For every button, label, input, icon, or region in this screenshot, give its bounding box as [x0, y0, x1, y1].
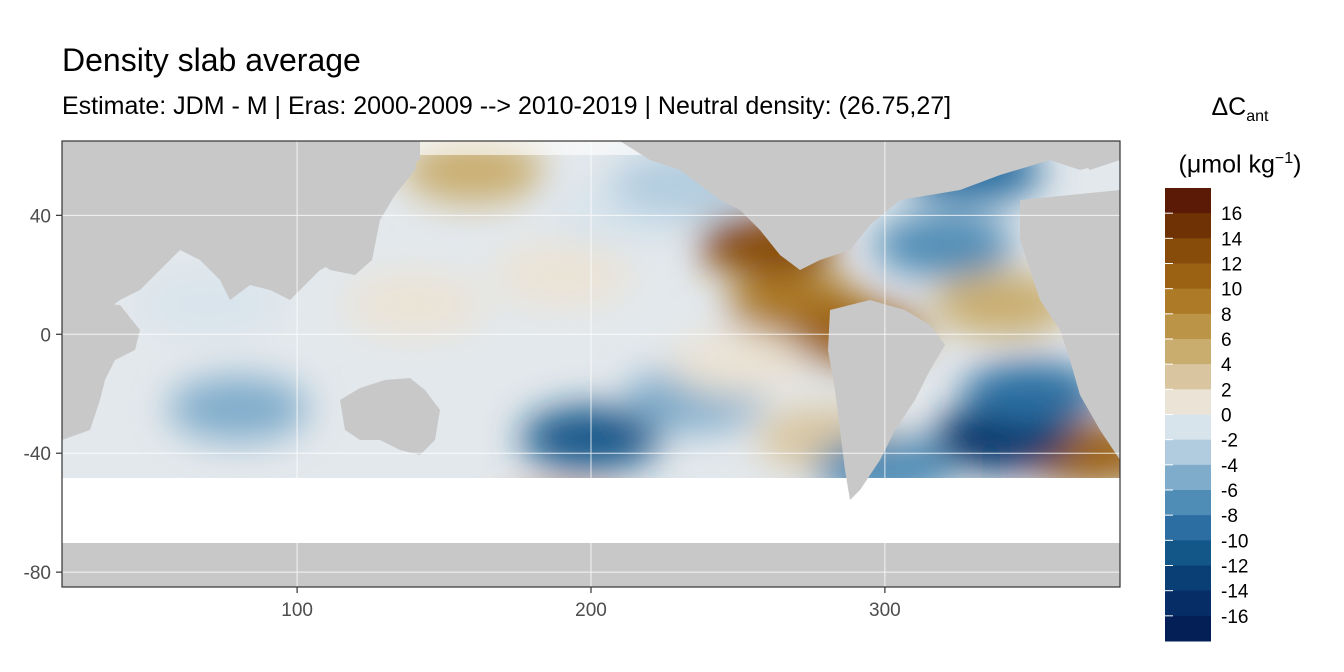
land-layer: [62, 141, 1120, 587]
y-tick-label: -80: [24, 563, 51, 584]
colorbar-bin: [1165, 389, 1211, 415]
colorbar-bin: [1165, 540, 1211, 566]
y-tick-label: 40: [30, 206, 51, 227]
colorbar-bin: [1165, 590, 1211, 617]
land-africa-east: [1020, 190, 1120, 460]
colorbar-bin: [1165, 188, 1211, 214]
colorbar-label: 10: [1221, 280, 1242, 301]
map-subtitle: Estimate: JDM - M | Eras: 2000-2009 --> …: [62, 92, 952, 120]
y-tick-label: 0: [40, 325, 51, 346]
colorbar-bin: [1165, 615, 1211, 642]
field-patch: [961, 361, 1102, 426]
colorbar-label: -8: [1221, 506, 1238, 527]
land-north-america: [620, 141, 1120, 270]
colorbar-label: 0: [1221, 406, 1232, 427]
colorbar-bin: [1165, 263, 1211, 290]
field-patch: [491, 242, 632, 307]
colorbar-label: 12: [1221, 255, 1242, 276]
colorbar-bin: [1165, 213, 1211, 239]
colorbar-bin: [1165, 565, 1211, 592]
legend-unit: (μmol kg−1): [1178, 150, 1302, 179]
map-title: Density slab average: [62, 42, 361, 78]
y-axis: 40 0 -40 -80: [24, 206, 62, 584]
land-africa: [62, 300, 140, 440]
land-asia-east: [250, 141, 420, 275]
x-tick-label: 300: [869, 600, 901, 621]
colorbar-bin: [1165, 414, 1211, 441]
colorbar-label: -12: [1221, 557, 1248, 578]
field-patch: [873, 213, 1014, 278]
field-patch: [667, 332, 808, 396]
land-south-america: [828, 300, 945, 500]
colorbar-label: -6: [1221, 481, 1238, 502]
colorbar-bin: [1165, 439, 1211, 466]
colorbar-label: 16: [1221, 204, 1242, 225]
field-patch: [344, 272, 485, 337]
colorbar-bin: [1165, 238, 1211, 264]
colorbar-label: 14: [1221, 229, 1243, 250]
land-australia: [340, 378, 440, 455]
colorbar-label: -4: [1221, 456, 1238, 477]
field-patch: [168, 376, 309, 441]
x-tick-label: 200: [575, 600, 607, 621]
colorbar-label: 6: [1221, 330, 1232, 351]
legend-title: ΔCant (μmol kg−1): [1150, 86, 1330, 185]
x-tick-label: 100: [281, 600, 313, 621]
y-tick-label: -40: [24, 444, 51, 465]
colorbar-bin: [1165, 464, 1211, 491]
colorbar-bin: [1165, 515, 1211, 541]
colorbar-label: 4: [1221, 355, 1232, 376]
colorbar-label: 2: [1221, 380, 1232, 401]
colorbar-bin: [1165, 364, 1211, 390]
land-greenland: [1060, 141, 1120, 170]
colorbar: [1165, 188, 1211, 642]
colorbar-bin: [1165, 339, 1211, 365]
colorbar-bin: [1165, 490, 1211, 516]
colorbar-label: -10: [1221, 531, 1248, 552]
field-patch: [403, 141, 544, 203]
colorbar-label: 8: [1221, 305, 1232, 326]
colorbar-label: -16: [1221, 607, 1248, 628]
colorbar-bin: [1165, 288, 1211, 315]
colorbar-label: -2: [1221, 431, 1238, 452]
x-axis: 100 200 300: [281, 587, 901, 621]
colorbar-bin: [1165, 313, 1211, 340]
legend-variable: ΔCant: [1211, 93, 1269, 125]
colorbar-label: -14: [1221, 582, 1249, 603]
colorbar-labels: 16 14 12 10 8 6 4 2 0 -2 -4 -6 -8 -10 -12 -14 -16: [1165, 204, 1249, 628]
